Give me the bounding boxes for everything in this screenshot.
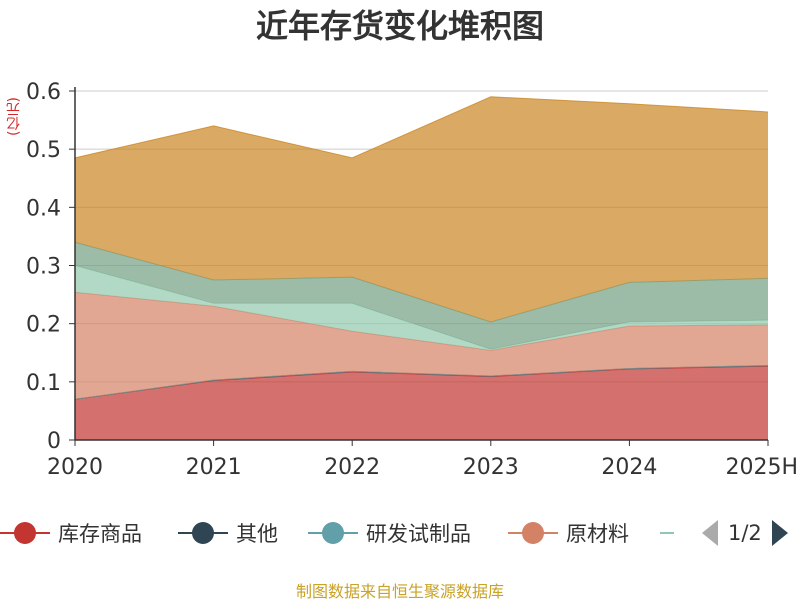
x-tick-label-2: 2022 [324,455,380,480]
x-tick-label-1: 2021 [186,455,242,480]
area-series-3 [75,292,768,400]
y-tick-label-3: 0.3 [26,255,61,280]
legend-marker-0 [0,522,50,544]
y-tick-label-4: 0.4 [26,196,61,221]
chart-title: 近年存货变化堆积图 [255,7,544,45]
y-tick-label-0: 0 [47,429,61,454]
legend-marker-2 [308,522,358,544]
x-tick-label-3: 2023 [463,455,519,480]
area-series-0 [75,366,768,440]
legend-item-4[interactable] [660,515,682,551]
legend-label-2: 研发试制品 [366,522,471,546]
legend-label-3: 原材料 [566,522,629,546]
y-axis-unit-label: (亿元) [6,97,22,137]
y-tick-label-2: 0.2 [26,313,61,338]
legend: 库存商品 其他 研发试制品 原材料 [0,515,800,551]
x-tick-label-0: 2020 [47,455,103,480]
y-tick-label-1: 0.1 [26,371,61,396]
pager-next-icon[interactable] [770,518,790,548]
legend-item-0[interactable]: 库存商品 [0,515,142,551]
legend-marker-3 [508,522,558,544]
y-tick-label-6: 0.6 [26,80,61,105]
x-tick-label-4: 2024 [601,455,657,480]
pager-prev-icon[interactable] [700,518,720,548]
legend-item-3[interactable]: 原材料 [508,515,629,551]
area-series-6 [75,96,768,322]
legend-marker-4 [660,532,674,534]
legend-label-0: 库存商品 [58,522,142,546]
legend-label-1: 其他 [236,522,278,546]
legend-pager: 1/2 [700,515,800,551]
area-series-5 [75,242,768,350]
legend-marker-1 [178,522,228,544]
pager-indicator: 1/2 [728,521,762,545]
source-note: 制图数据来自恒生聚源数据库 [295,582,504,601]
y-tick-label-5: 0.5 [26,138,61,163]
x-tick-label-5: 2025H [725,455,798,480]
line-series-6 [74,96,769,159]
legend-item-2[interactable]: 研发试制品 [308,515,471,551]
legend-item-1[interactable]: 其他 [178,515,278,551]
